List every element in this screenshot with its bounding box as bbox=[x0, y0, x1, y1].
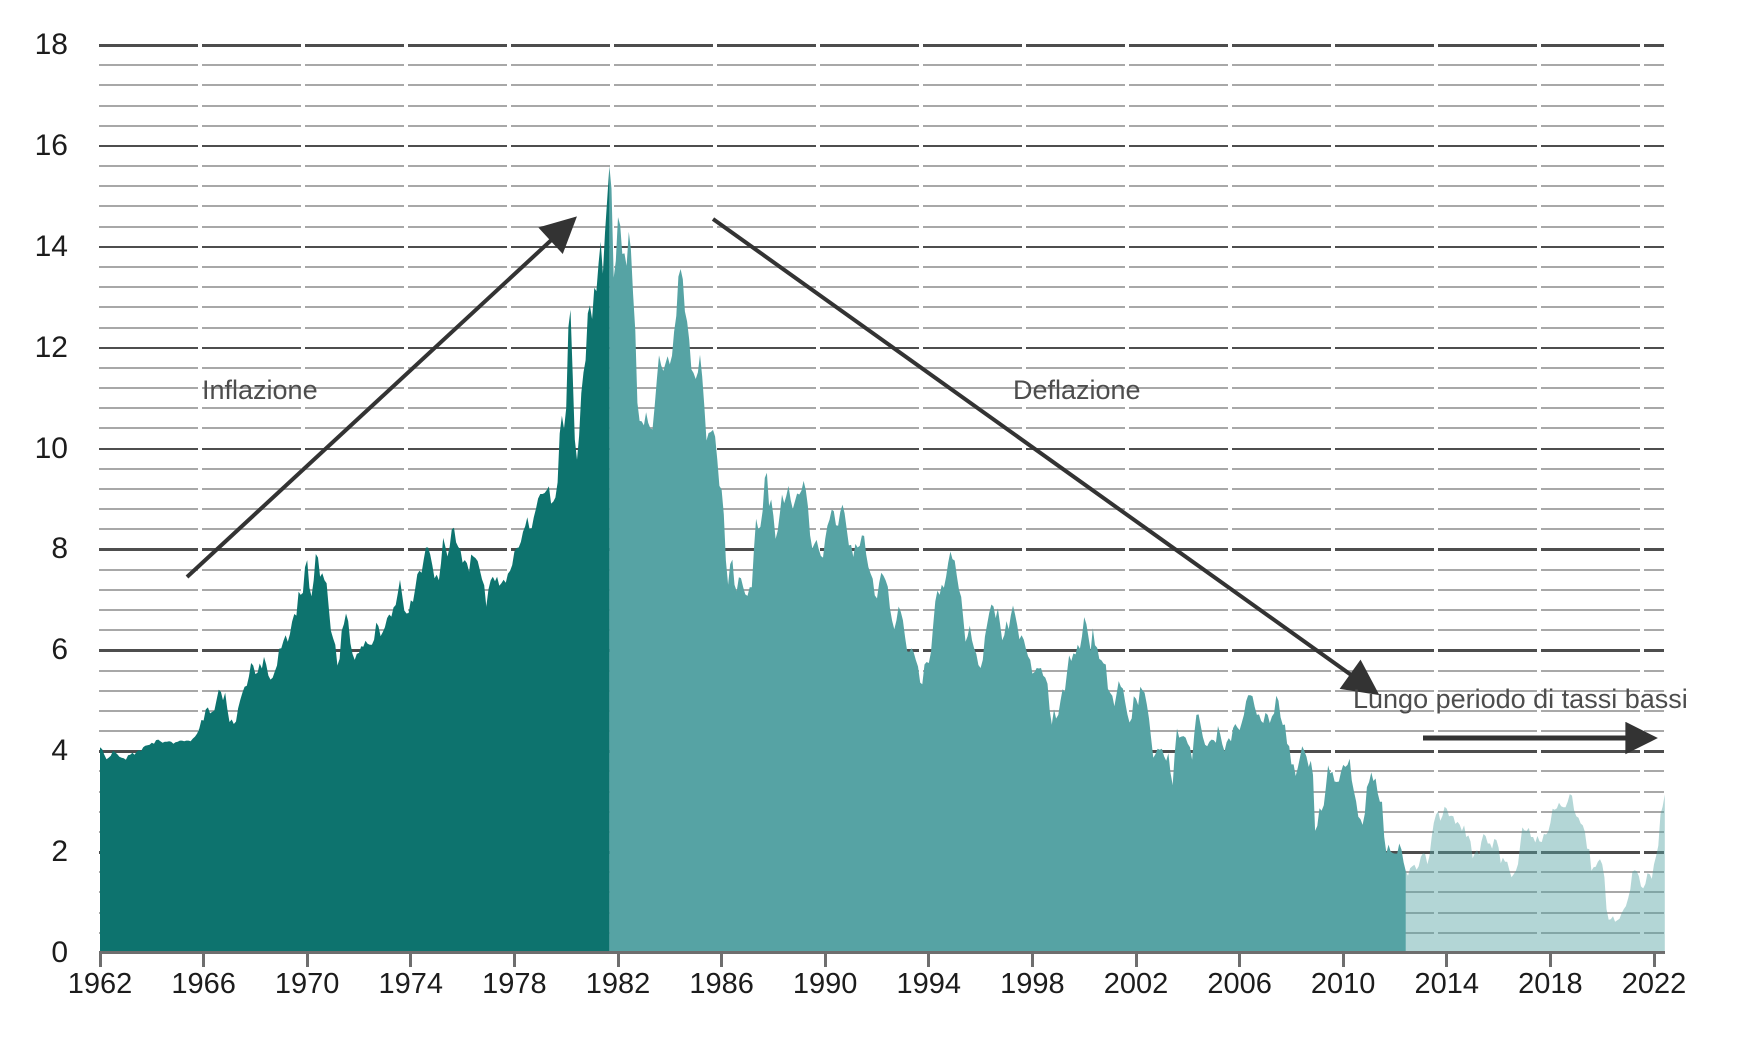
x-axis-label: 1970 bbox=[274, 968, 340, 1000]
major-gridline bbox=[99, 346, 1664, 350]
x-axis-label: 1994 bbox=[896, 968, 962, 1000]
x-axis-label: 1998 bbox=[1000, 968, 1065, 1000]
minor-gridline bbox=[99, 84, 1664, 87]
major-gridline bbox=[99, 245, 1664, 249]
x-axis-label: 2014 bbox=[1414, 968, 1480, 1000]
major-gridline bbox=[99, 44, 1664, 47]
x-axis-label: 1986 bbox=[689, 968, 754, 1000]
annotation-inflazione-label: Inflazione bbox=[202, 375, 318, 405]
major-gridline bbox=[99, 548, 1664, 551]
x-axis-tick bbox=[1238, 954, 1242, 967]
minor-gridline bbox=[99, 286, 1664, 289]
x-axis-label: 2018 bbox=[1518, 968, 1583, 1000]
y-axis-label: 6 bbox=[51, 633, 68, 667]
minor-gridline bbox=[99, 487, 1664, 490]
major-gridline bbox=[99, 144, 1664, 148]
minor-gridline bbox=[99, 306, 1664, 309]
x-axis-label: 1962 bbox=[67, 968, 133, 1000]
minor-gridline bbox=[99, 326, 1664, 329]
x-axis-tick bbox=[305, 954, 309, 967]
x-axis-label: 2010 bbox=[1310, 968, 1376, 1000]
annotation-arrow-deflazione bbox=[711, 217, 1380, 696]
x-axis-tick bbox=[1341, 954, 1345, 967]
minor-gridline bbox=[99, 104, 1664, 107]
area-segment-inflazione bbox=[100, 166, 610, 954]
annotation-low-rates-label: Lungo periodo di tassi bassi bbox=[1353, 684, 1688, 714]
x-axis-tick bbox=[1445, 954, 1449, 967]
y-axis-label: 16 bbox=[34, 128, 68, 162]
x-axis-tick bbox=[1652, 954, 1656, 967]
x-axis-tick bbox=[202, 954, 206, 967]
x-axis-tick bbox=[616, 954, 620, 967]
major-gridline bbox=[99, 447, 1664, 451]
x-axis-label: 2022 bbox=[1621, 968, 1687, 1000]
x-axis-tick bbox=[823, 954, 827, 967]
x-axis-tick bbox=[409, 954, 413, 967]
annotation-deflazione-label: Deflazione bbox=[1013, 375, 1141, 405]
minor-gridline bbox=[99, 205, 1664, 208]
x-axis-label: 1974 bbox=[378, 968, 444, 1000]
annotation-arrow-inflazione bbox=[185, 216, 577, 579]
y-axis-label: 8 bbox=[51, 532, 68, 566]
x-axis-tick bbox=[1548, 954, 1552, 967]
x-axis-tick bbox=[98, 954, 102, 967]
annotation-arrows-group bbox=[185, 216, 1658, 755]
y-axis-label: 10 bbox=[34, 431, 68, 465]
minor-gridline bbox=[99, 366, 1664, 369]
minor-gridline bbox=[99, 124, 1664, 127]
y-axis-label: 12 bbox=[34, 330, 68, 364]
x-axis-line bbox=[99, 951, 1665, 954]
minor-gridline bbox=[99, 185, 1664, 188]
x-axis-tick bbox=[1030, 954, 1034, 967]
x-axis-tick bbox=[927, 954, 931, 967]
minor-gridline bbox=[99, 528, 1664, 531]
x-axis-label: 2006 bbox=[1207, 968, 1272, 1000]
x-axis-tick bbox=[1134, 954, 1138, 967]
x-axis-label: 2002 bbox=[1103, 968, 1169, 1000]
x-axis-label: 1990 bbox=[792, 968, 858, 1000]
y-axis-label: 2 bbox=[51, 835, 68, 869]
minor-gridline bbox=[99, 266, 1664, 269]
x-axis-tick bbox=[720, 954, 724, 967]
minor-gridline bbox=[99, 225, 1664, 228]
y-axis-label: 4 bbox=[51, 734, 68, 768]
y-axis-label: 0 bbox=[51, 936, 68, 969]
area-segment-deflazione bbox=[609, 166, 1406, 954]
x-axis-tick bbox=[512, 954, 516, 967]
x-axis-label: 1982 bbox=[585, 968, 651, 1000]
y-axis-label: 18 bbox=[34, 28, 68, 62]
minor-gridline bbox=[99, 568, 1664, 571]
y-axis-label: 14 bbox=[34, 229, 68, 263]
minor-gridline bbox=[99, 467, 1664, 470]
minor-gridline bbox=[99, 427, 1664, 430]
minor-gridline bbox=[99, 508, 1664, 511]
x-axis-label: 1966 bbox=[171, 968, 236, 1000]
area-series-group bbox=[100, 166, 1665, 954]
area-segment-tassi-bassi bbox=[1405, 794, 1665, 953]
minor-gridline bbox=[99, 165, 1664, 168]
minor-gridline bbox=[99, 64, 1664, 67]
x-axis-label: 1978 bbox=[482, 968, 547, 1000]
minor-gridline bbox=[99, 387, 1664, 390]
minor-gridline bbox=[99, 407, 1664, 410]
